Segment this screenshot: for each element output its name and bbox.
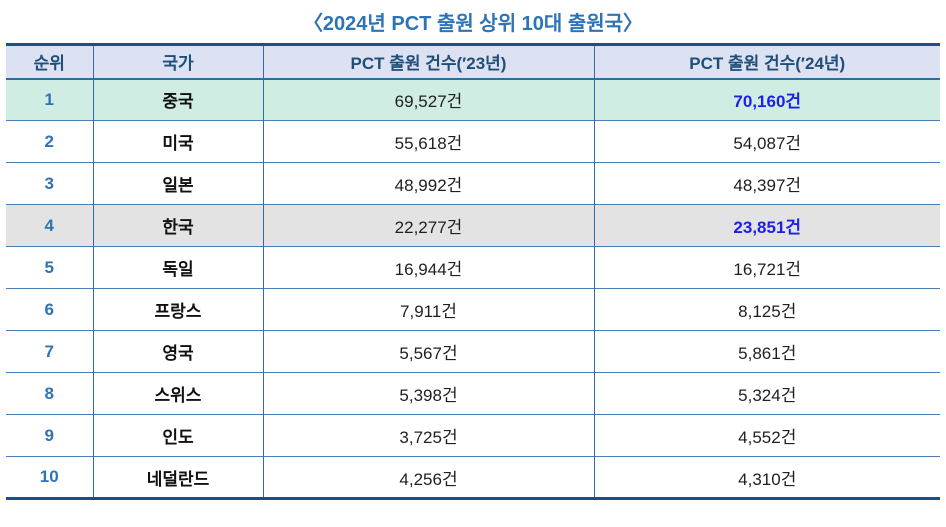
country-cell: 스위스	[93, 372, 264, 415]
count-2023-cell: 4,256건	[263, 456, 595, 499]
country-cell: 한국	[93, 204, 264, 247]
count-2024-cell: 8,125건	[594, 288, 940, 331]
table-row: 8 스위스 5,398건 5,324건	[6, 372, 940, 415]
country-cell: 영국	[93, 330, 264, 373]
rank-cell: 6	[6, 288, 94, 331]
country-cell: 미국	[93, 120, 264, 163]
count-2024-cell: 4,310건	[594, 456, 940, 499]
table-row: 4 한국 22,277건 23,851건	[6, 204, 940, 247]
country-cell: 인도	[93, 414, 264, 457]
rank-cell: 4	[6, 204, 94, 247]
count-2023-cell: 7,911건	[263, 288, 595, 331]
header-cell-count-2024: PCT 출원 건수(′24년)	[594, 44, 940, 80]
header-cell-country: 국가	[93, 44, 264, 80]
table-row: 9 인도 3,725건 4,552건	[6, 414, 940, 457]
count-2024-cell: 5,861건	[594, 330, 940, 373]
country-cell: 프랑스	[93, 288, 264, 331]
rank-cell: 5	[6, 246, 94, 289]
rank-cell: 2	[6, 120, 94, 163]
rank-cell: 10	[6, 456, 94, 499]
pct-rank-table: 순위 국가 PCT 출원 건수(′23년) PCT 출원 건수(′24년) 1 …	[6, 43, 940, 500]
table-row: 3 일본 48,992건 48,397건	[6, 162, 940, 205]
count-2023-cell: 55,618건	[263, 120, 595, 163]
table-row: 2 미국 55,618건 54,087건	[6, 120, 940, 163]
count-2024-cell: 16,721건	[594, 246, 940, 289]
country-cell: 중국	[93, 78, 264, 121]
count-2024-cell: 5,324건	[594, 372, 940, 415]
rank-cell: 9	[6, 414, 94, 457]
pct-rank-table-container: 순위 국가 PCT 출원 건수(′23년) PCT 출원 건수(′24년) 1 …	[6, 43, 940, 500]
header-cell-count-2023: PCT 출원 건수(′23년)	[263, 44, 595, 80]
count-2023-cell: 5,567건	[263, 330, 595, 373]
count-2024-cell: 54,087건	[594, 120, 940, 163]
count-2024-cell: 4,552건	[594, 414, 940, 457]
table-row: 7 영국 5,567건 5,861건	[6, 330, 940, 373]
count-2023-cell: 3,725건	[263, 414, 595, 457]
rank-cell: 3	[6, 162, 94, 205]
rank-cell: 1	[6, 78, 94, 121]
table-row: 10 네덜란드 4,256건 4,310건	[6, 456, 940, 499]
table-row: 6 프랑스 7,911건 8,125건	[6, 288, 940, 331]
count-2023-cell: 22,277건	[263, 204, 595, 247]
rank-cell: 8	[6, 372, 94, 415]
table-header-row: 순위 국가 PCT 출원 건수(′23년) PCT 출원 건수(′24년)	[6, 44, 940, 80]
count-2023-cell: 69,527건	[263, 78, 595, 121]
country-cell: 일본	[93, 162, 264, 205]
page-title: 〈2024년 PCT 출원 상위 10대 출원국〉	[302, 13, 644, 35]
count-2023-cell: 5,398건	[263, 372, 595, 415]
table-row: 5 독일 16,944건 16,721건	[6, 246, 940, 289]
table-row: 1 중국 69,527건 70,160건	[6, 78, 940, 121]
count-2024-cell-highlighted: 70,160건	[594, 78, 940, 121]
country-cell: 독일	[93, 246, 264, 289]
count-2023-cell: 16,944건	[263, 246, 595, 289]
country-cell: 네덜란드	[93, 456, 264, 499]
header-cell-rank: 순위	[6, 44, 94, 80]
count-2024-cell-highlighted: 23,851건	[594, 204, 940, 247]
count-2023-cell: 48,992건	[263, 162, 595, 205]
count-2024-cell: 48,397건	[594, 162, 940, 205]
rank-cell: 7	[6, 330, 94, 373]
